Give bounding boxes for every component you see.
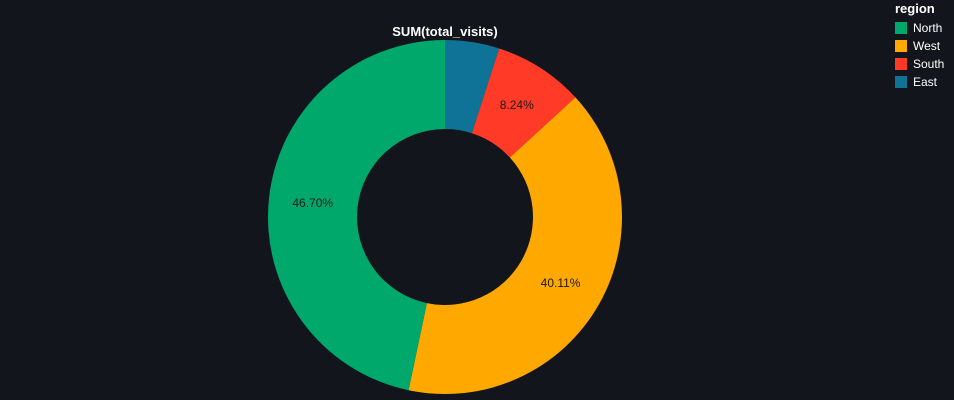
slice-label-west: 40.11%	[541, 276, 581, 290]
slice-label-north: 46.70%	[292, 196, 333, 210]
legend: region North West South East	[895, 0, 944, 91]
slice-labels: 8.24% 40.11% 46.70%	[292, 98, 580, 290]
legend-swatch-south	[895, 58, 907, 70]
legend-swatch-east	[895, 76, 907, 88]
legend-item-north[interactable]: North	[895, 19, 944, 37]
donut-slices	[268, 40, 623, 394]
chart-title: SUM(total_visits)	[392, 24, 497, 39]
legend-label-east: East	[913, 75, 938, 89]
legend-label-south: South	[913, 57, 945, 71]
slice-south[interactable]	[471, 48, 576, 158]
slice-north[interactable]	[268, 40, 445, 391]
slice-label-south: 8.24%	[500, 98, 534, 112]
legend-label-west: West	[913, 39, 941, 53]
slice-west[interactable]	[408, 97, 623, 394]
legend-item-west[interactable]: West	[895, 37, 944, 55]
legend-item-east[interactable]: East	[895, 73, 944, 91]
legend-swatch-west	[895, 40, 907, 52]
legend-label-north: North	[913, 21, 943, 35]
slice-east[interactable]	[445, 40, 500, 134]
legend-swatch-north	[895, 22, 907, 34]
legend-item-south[interactable]: South	[895, 55, 944, 73]
legend-title: region	[895, 1, 935, 16]
